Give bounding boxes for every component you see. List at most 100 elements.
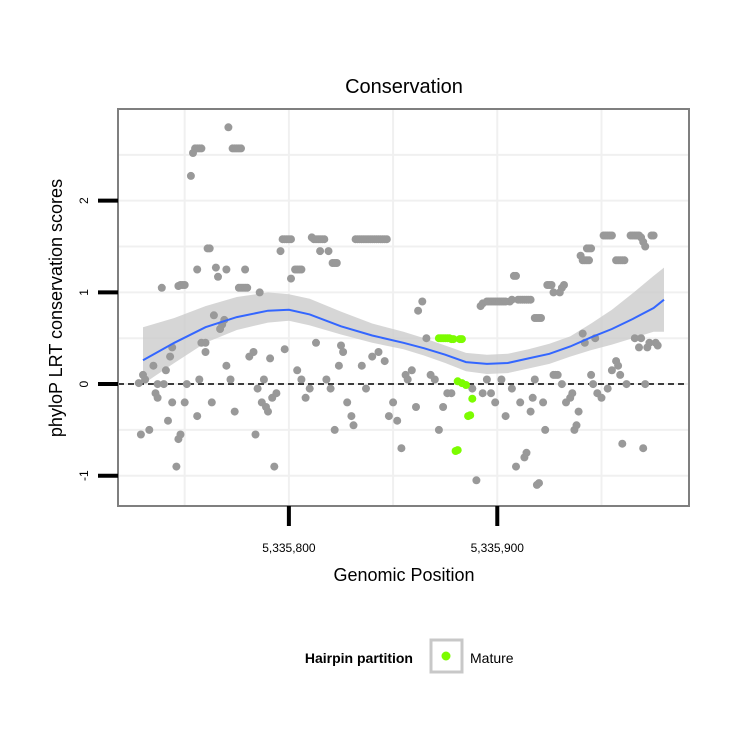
point-other: [439, 403, 448, 411]
point-other: [622, 380, 631, 389]
point-other: [237, 144, 245, 153]
point-other: [491, 398, 500, 407]
point-other: [537, 314, 545, 322]
point-other: [134, 379, 143, 388]
point-other: [214, 272, 222, 281]
legend: Hairpin partition Mature: [305, 638, 514, 674]
point-other: [209, 311, 218, 320]
point-other: [497, 375, 506, 384]
point-other: [297, 265, 306, 274]
panel-border: [117, 108, 690, 507]
point-other: [293, 366, 302, 375]
point-other: [597, 393, 606, 402]
point-other: [253, 384, 262, 393]
point-other: [568, 389, 577, 398]
data-points: [134, 123, 662, 489]
point-other: [380, 357, 389, 366]
point-mature: [449, 335, 458, 344]
point-other: [472, 476, 481, 485]
point-other: [347, 412, 356, 421]
point-other: [149, 361, 158, 370]
x-tick-label: 5,335,800: [262, 541, 316, 555]
point-other: [332, 259, 341, 267]
point-other: [368, 352, 377, 361]
point-mature: [457, 335, 466, 344]
point-other: [287, 274, 295, 283]
point-other: [159, 380, 168, 389]
point-other: [337, 341, 345, 350]
point-other: [264, 407, 272, 416]
point-other: [211, 263, 220, 272]
point-other: [136, 430, 145, 439]
point-other: [153, 393, 162, 402]
point-mature: [466, 411, 475, 420]
y-tick-label: 0: [77, 380, 91, 387]
point-other: [414, 306, 423, 315]
x-axis: 5,335,800 5,335,900: [262, 506, 524, 555]
point-other: [653, 341, 662, 350]
point-other: [482, 375, 491, 384]
point-other: [412, 403, 420, 411]
point-other: [649, 231, 658, 240]
confidence-band-area: [143, 267, 664, 385]
point-other: [343, 398, 352, 407]
point-other: [186, 171, 195, 180]
y-tick-label: -1: [77, 470, 91, 481]
point-other: [297, 375, 306, 384]
point-other: [547, 281, 556, 289]
point-other: [205, 244, 214, 253]
point-other: [530, 375, 539, 384]
point-other: [193, 412, 202, 421]
point-other: [603, 384, 612, 393]
point-mature: [462, 381, 470, 389]
point-other: [574, 407, 583, 416]
point-other: [501, 412, 510, 421]
point-other: [195, 375, 204, 384]
point-other: [145, 425, 154, 434]
point-other: [141, 375, 150, 384]
point-other: [572, 421, 581, 430]
point-other: [224, 123, 233, 132]
point-other: [168, 398, 177, 407]
point-other: [447, 389, 456, 398]
point-other: [526, 407, 535, 416]
point-other: [272, 389, 281, 398]
point-other: [430, 375, 439, 384]
point-other: [241, 265, 250, 274]
point-other: [322, 375, 331, 384]
point-other: [478, 389, 487, 398]
point-other: [201, 348, 210, 356]
point-other: [180, 281, 189, 289]
point-other: [512, 271, 520, 280]
point-other: [393, 416, 402, 425]
point-other: [280, 345, 289, 354]
point-other: [618, 439, 627, 448]
point-other: [230, 407, 239, 416]
point-other: [557, 380, 566, 389]
point-other: [197, 144, 206, 153]
point-other: [630, 334, 639, 343]
point-other: [549, 288, 558, 297]
point-other: [249, 348, 258, 356]
point-other: [172, 462, 181, 471]
point-other: [645, 338, 654, 347]
point-other: [397, 444, 406, 453]
point-other: [259, 375, 268, 384]
point-other: [522, 448, 531, 457]
point-other: [512, 462, 520, 471]
point-other: [357, 361, 366, 370]
point-other: [330, 425, 339, 434]
point-other: [635, 343, 643, 352]
point-other: [535, 479, 543, 488]
point-other: [382, 235, 391, 244]
point-other: [434, 425, 443, 434]
point-other: [389, 398, 398, 407]
point-other: [403, 375, 412, 384]
point-other: [526, 295, 535, 304]
point-other: [226, 375, 235, 384]
point-other: [616, 370, 625, 379]
point-other: [201, 338, 210, 347]
point-other: [539, 398, 548, 407]
y-axis-label: phyloP LRT conservation scores: [46, 179, 66, 437]
point-other: [339, 348, 348, 356]
